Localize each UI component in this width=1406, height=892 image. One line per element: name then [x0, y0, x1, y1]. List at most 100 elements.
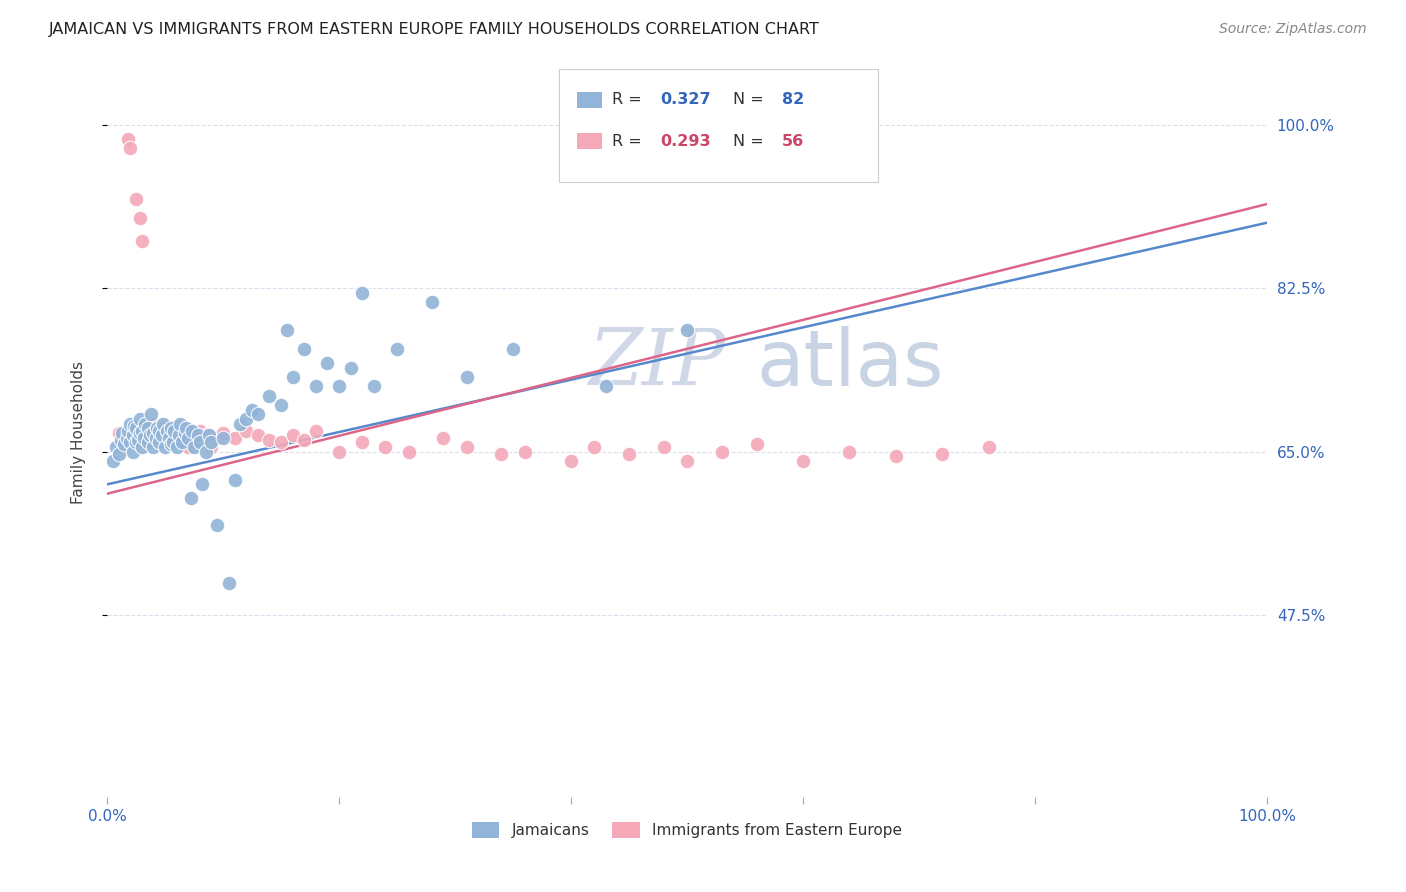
Point [101, 454, 124, 468]
Point [172, 424, 194, 438]
Point [513, 444, 536, 458]
Point [157, 424, 180, 438]
Point [398, 444, 420, 458]
Y-axis label: Family Households: Family Households [72, 361, 86, 505]
Point [270, 398, 292, 412]
Point [114, 437, 136, 451]
FancyBboxPatch shape [560, 69, 879, 181]
Point [931, 446, 953, 460]
Point [160, 421, 183, 435]
Point [456, 370, 478, 384]
Point [194, 444, 217, 458]
Text: atlas: atlas [756, 326, 945, 401]
Point [128, 412, 150, 426]
Bar [576, 134, 602, 150]
Point [142, 425, 165, 440]
Point [183, 435, 205, 450]
Point [148, 424, 170, 438]
Point [148, 435, 170, 450]
Point [420, 295, 443, 310]
Point [125, 192, 148, 206]
Point [172, 435, 194, 450]
Point [363, 379, 385, 393]
Point [676, 454, 699, 468]
Point [131, 235, 153, 249]
Point [131, 424, 153, 438]
Point [128, 211, 150, 225]
Point [111, 425, 134, 440]
Text: R =: R = [612, 134, 647, 149]
Point [160, 428, 183, 442]
Point [183, 440, 205, 454]
Point [156, 424, 179, 438]
Point [583, 440, 606, 454]
Point [177, 440, 200, 454]
Point [676, 323, 699, 337]
Point [281, 370, 304, 384]
Point [270, 435, 292, 450]
Point [710, 444, 733, 458]
Point [198, 428, 221, 442]
Point [617, 446, 640, 460]
Point [166, 418, 188, 433]
Point [281, 428, 304, 442]
Point [136, 435, 159, 450]
Point [117, 424, 139, 438]
Point [385, 342, 408, 356]
Point [180, 491, 202, 506]
Text: R =: R = [612, 93, 647, 107]
Point [120, 435, 142, 450]
Point [115, 431, 138, 445]
Point [207, 431, 229, 445]
Point [224, 431, 246, 445]
Point [107, 425, 129, 440]
Point [121, 444, 143, 458]
Point [305, 424, 328, 438]
Point [152, 417, 174, 431]
Point [235, 412, 257, 426]
Point [148, 431, 170, 445]
Point [560, 454, 582, 468]
Point [194, 428, 217, 442]
Point [316, 356, 339, 370]
Point [745, 437, 768, 451]
Point [121, 428, 143, 442]
Point [352, 285, 374, 300]
Text: N =: N = [734, 134, 769, 149]
Point [117, 131, 139, 145]
Point [200, 435, 222, 450]
Point [145, 431, 167, 445]
Point [235, 424, 257, 438]
Point [502, 342, 524, 356]
Point [177, 431, 200, 445]
Point [125, 435, 148, 450]
Point [120, 417, 142, 431]
Text: Source: ZipAtlas.com: Source: ZipAtlas.com [1219, 22, 1367, 37]
Point [107, 446, 129, 460]
Point [212, 425, 235, 440]
Text: 82: 82 [782, 93, 804, 107]
Point [276, 323, 298, 337]
Point [139, 428, 162, 442]
Point [328, 444, 350, 458]
Point [188, 424, 211, 438]
Point [141, 407, 163, 421]
Point [652, 440, 675, 454]
Point [169, 435, 191, 450]
Point [259, 389, 281, 403]
Point [153, 440, 176, 454]
Point [146, 421, 169, 435]
Point [374, 440, 396, 454]
Point [187, 428, 209, 442]
Text: N =: N = [734, 93, 769, 107]
Point [105, 440, 128, 454]
Point [224, 473, 246, 487]
Point [292, 434, 315, 448]
Point [162, 435, 184, 450]
Point [169, 417, 191, 431]
Point [207, 517, 229, 532]
Point [246, 428, 269, 442]
Point [134, 431, 156, 445]
Point [163, 431, 186, 445]
Text: 56: 56 [782, 134, 804, 149]
